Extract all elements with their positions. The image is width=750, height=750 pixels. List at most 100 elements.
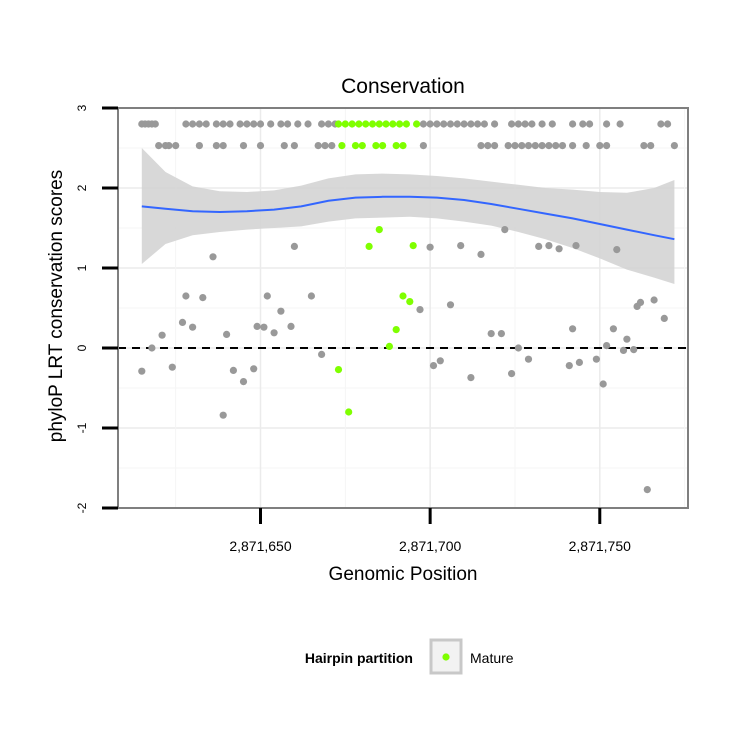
data-point-mature (345, 408, 353, 416)
data-point-other (501, 226, 509, 234)
data-point-other (195, 142, 203, 150)
data-point-other (158, 331, 166, 339)
data-point-other (226, 120, 234, 128)
data-point-other (664, 120, 672, 128)
data-point-other (579, 120, 587, 128)
data-point-other (148, 344, 156, 352)
data-point-other (314, 142, 322, 150)
data-point-other (219, 120, 227, 128)
data-point-other (514, 120, 523, 128)
data-point-other (603, 120, 611, 128)
data-point-other (508, 370, 516, 378)
smooth-line (141, 195, 675, 241)
points-layer (138, 120, 679, 494)
data-point-other (504, 142, 512, 150)
data-point-other (280, 142, 288, 150)
data-point-other (538, 142, 546, 150)
data-point-other (603, 342, 611, 350)
data-point-mature (385, 342, 393, 350)
data-point-other (236, 120, 244, 128)
data-point-other (511, 142, 519, 150)
data-point-other (209, 253, 217, 261)
data-point-mature (368, 120, 377, 128)
data-point-other (446, 120, 455, 128)
data-point-other (558, 142, 567, 150)
confidence-band (141, 148, 675, 284)
data-point-mature (399, 142, 407, 150)
smooth-line-layer (141, 195, 675, 241)
data-point-other (460, 120, 468, 128)
data-point-other (294, 120, 302, 128)
data-point-other (524, 142, 533, 150)
data-point-other (284, 120, 292, 128)
data-point-other (256, 142, 265, 150)
data-point-mature (341, 120, 349, 128)
data-point-other (640, 142, 648, 150)
data-point-other (239, 142, 248, 150)
data-point-other (189, 323, 197, 331)
data-point-other (630, 346, 638, 354)
data-point-other (426, 243, 434, 251)
data-point-other (155, 142, 163, 150)
chart-title: Conservation (341, 75, 465, 98)
data-point-other (263, 292, 271, 300)
data-point-other (582, 142, 590, 150)
data-point-other (545, 142, 553, 150)
data-point-other (165, 142, 173, 150)
y-tick-label: 0 (75, 344, 89, 351)
data-point-other (199, 294, 207, 302)
data-point-other (250, 120, 258, 128)
data-point-other (477, 250, 485, 258)
data-point-other (212, 120, 220, 128)
data-point-other (586, 120, 594, 128)
data-point-mature (358, 142, 366, 150)
data-point-other (660, 314, 668, 322)
data-point-other (229, 366, 237, 374)
plot-panel-border (117, 107, 689, 509)
data-point-other (270, 329, 278, 337)
data-point-other (151, 120, 159, 128)
data-point-mature (372, 142, 380, 150)
data-point-other (253, 322, 261, 330)
data-point-other (433, 120, 441, 128)
data-point-mature (396, 120, 404, 128)
data-point-other (545, 242, 553, 250)
data-point-other (195, 120, 203, 128)
data-point-other (321, 142, 329, 150)
data-point-other (592, 355, 601, 363)
data-point-other (572, 242, 580, 250)
data-point-other (260, 323, 268, 331)
data-point-other (467, 374, 475, 382)
data-point-other (623, 335, 631, 343)
data-point-other (552, 142, 560, 150)
data-point-other (318, 350, 326, 358)
grid-lines (118, 107, 688, 509)
data-point-other (616, 120, 624, 128)
data-point-other (290, 142, 298, 150)
data-point-other (596, 142, 604, 150)
data-point-other (569, 325, 577, 333)
data-point-mature (392, 142, 400, 150)
data-point-mature (365, 242, 373, 250)
data-point-other (569, 142, 577, 150)
data-point-mature (375, 226, 383, 234)
data-point-other (426, 120, 434, 128)
data-point-mature (348, 120, 356, 128)
data-point-other (497, 330, 505, 338)
data-point-other (453, 120, 461, 128)
data-point-other (491, 120, 499, 128)
data-point-other (484, 142, 492, 150)
data-point-mature (334, 366, 343, 374)
data-point-other (457, 242, 465, 250)
data-point-other (613, 246, 621, 254)
data-point-other (569, 120, 577, 128)
x-axis-label: Genomic Position (329, 564, 478, 585)
legend: Hairpin partition Mature (305, 638, 514, 675)
data-point-other (212, 142, 220, 150)
data-point-other (287, 322, 295, 330)
data-point-other (219, 411, 227, 419)
data-point-other (487, 330, 495, 338)
data-point-other (521, 120, 529, 128)
confidence-band-layer (141, 148, 675, 284)
